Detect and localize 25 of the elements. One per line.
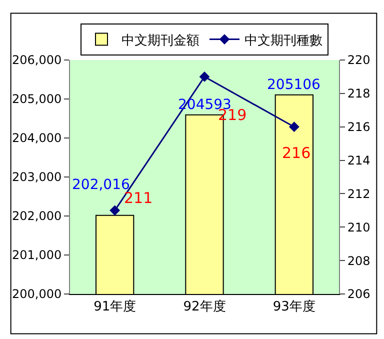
y-tick-label: 204,000 — [12, 131, 62, 146]
point — [110, 205, 120, 216]
y2-tick-label: 218 — [347, 86, 370, 101]
y-tick-label: 200,000 — [12, 287, 62, 302]
y2-tick-label: 220 — [347, 53, 370, 68]
point — [199, 72, 210, 82]
y-tick-label: 203,000 — [12, 170, 62, 184]
legend-label: 中文期刊金額 — [122, 33, 200, 48]
y2-tick-label: 208 — [347, 254, 370, 268]
y2-tick-label: 212 — [347, 186, 370, 201]
y2-tick-label: 216 — [347, 120, 370, 134]
data-label: 216 — [282, 144, 311, 162]
x-tick-label: 93年度 — [272, 298, 316, 315]
x-tick-label: 92年度 — [183, 298, 226, 315]
y2-tick-label: 206 — [347, 287, 370, 302]
y-tick-label: 206,000 — [12, 53, 62, 68]
point — [288, 122, 300, 132]
data-label: 205106 — [267, 77, 321, 93]
y-tick-label: 201,000 — [12, 248, 62, 262]
y2-tick-label: 210 — [347, 220, 370, 234]
x-tick-label: 91年度 — [94, 298, 136, 315]
y2-tick-label: 214 — [347, 153, 370, 168]
legend-label: 中文期刊種數 — [244, 33, 322, 48]
y-tick-label: 202,000 — [12, 209, 62, 224]
y-tick-label: 205,000 — [12, 92, 62, 106]
